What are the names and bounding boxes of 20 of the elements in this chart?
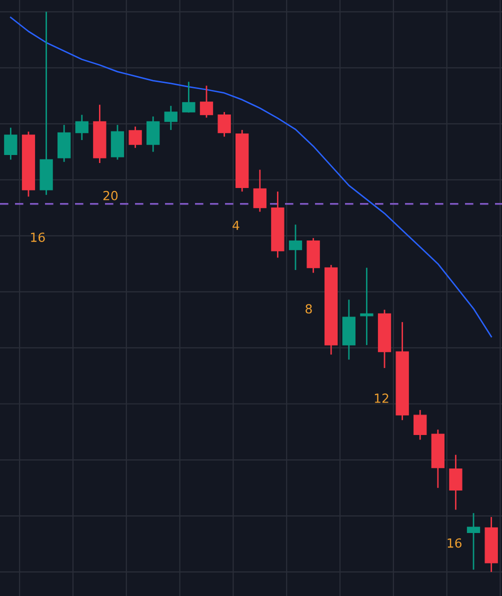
candlestick xyxy=(200,85,214,118)
annotation: 8 xyxy=(306,304,312,314)
candlestick xyxy=(128,126,142,149)
candlestick xyxy=(182,81,196,114)
annotation: 16 xyxy=(31,232,45,242)
candlestick xyxy=(218,111,231,138)
candlestick xyxy=(164,105,178,131)
candlestick xyxy=(253,169,266,212)
annotation: 4 xyxy=(232,220,240,230)
annotation: 12 xyxy=(374,393,388,403)
annotation: 16 xyxy=(448,538,462,548)
candlestick xyxy=(288,224,302,271)
annotation: 20 xyxy=(103,190,118,200)
candlestick xyxy=(414,409,427,440)
candlestick xyxy=(360,267,374,346)
candlestick xyxy=(449,454,462,510)
candlestick xyxy=(466,512,480,570)
candlestick xyxy=(146,116,160,152)
candlestick xyxy=(75,114,88,141)
candlestick xyxy=(4,127,18,160)
